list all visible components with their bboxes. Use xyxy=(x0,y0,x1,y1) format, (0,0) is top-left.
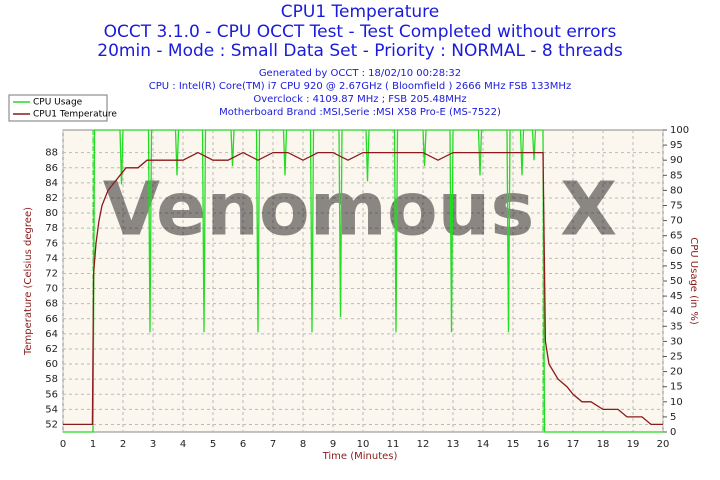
series-line xyxy=(63,129,663,433)
y2-tick-label: 10 xyxy=(670,397,683,408)
y2-tick-label: 75 xyxy=(670,201,683,212)
y2-tick-label: 90 xyxy=(670,155,683,166)
y-tick-label: 58 xyxy=(45,374,58,385)
y2-tick-label: 40 xyxy=(670,306,683,317)
y-tick-label: 76 xyxy=(45,238,58,249)
x-tick-label: 7 xyxy=(270,439,276,450)
x-tick-label: 10 xyxy=(357,439,370,450)
x-tick-label: 0 xyxy=(60,439,66,450)
y2-tick-label: 100 xyxy=(670,125,689,136)
info: Motherboard Brand :MSI,Serie :MSI X58 Pr… xyxy=(219,107,501,118)
y-tick-label: 62 xyxy=(45,344,58,355)
watermark: Venomous X xyxy=(103,167,617,253)
x-tick-label: 6 xyxy=(240,439,246,450)
x-tick-label: 3 xyxy=(150,439,156,450)
y2-tick-label: 20 xyxy=(670,367,683,378)
y-tick-label: 64 xyxy=(45,329,58,340)
y2-tick-label: 30 xyxy=(670,336,683,347)
y-tick-label: 52 xyxy=(45,419,58,430)
x-tick-label: 9 xyxy=(330,439,336,450)
y-tick-label: 84 xyxy=(45,178,58,189)
legend-box xyxy=(8,94,108,122)
x-tick-label: 13 xyxy=(447,439,460,450)
y2-axis-label: CPU Usage (in %) xyxy=(688,237,699,325)
chart-title: CPU1 Temperature xyxy=(281,2,439,22)
y2-tick-label: 60 xyxy=(670,246,683,257)
y-tick-label: 78 xyxy=(45,223,58,234)
info: Generated by OCCT : 18/02/10 00:28:32 xyxy=(259,68,461,79)
x-tick-label: 2 xyxy=(120,439,126,450)
x-tick-label: 20 xyxy=(657,439,670,450)
y2-tick-label: 5 xyxy=(670,412,676,423)
info: CPU : Intel(R) Core(TM) i7 CPU 920 @ 2.6… xyxy=(149,81,571,92)
y-tick-label: 72 xyxy=(45,268,58,279)
x-tick-label: 1 xyxy=(90,439,96,450)
y-axis-label: Temperature (Celsius degree) xyxy=(23,207,34,356)
y-tick-label: 82 xyxy=(45,193,58,204)
x-axis-label: Time (Minutes) xyxy=(322,451,398,462)
y2-tick-label: 80 xyxy=(670,185,683,196)
y-tick-label: 60 xyxy=(45,359,58,370)
subtitle: 20min - Mode : Small Data Set - Priority… xyxy=(97,41,623,61)
y2-tick-label: 50 xyxy=(670,276,683,287)
y-tick-label: 70 xyxy=(45,284,58,295)
x-tick-label: 14 xyxy=(477,439,490,450)
y2-tick-label: 15 xyxy=(670,382,683,393)
y2-tick-label: 95 xyxy=(670,140,683,151)
y-tick-label: 66 xyxy=(45,314,58,325)
y2-tick-label: 35 xyxy=(670,321,683,332)
y-tick-label: 56 xyxy=(45,389,58,400)
x-tick-label: 4 xyxy=(180,439,186,450)
y2-tick-label: 85 xyxy=(670,170,683,181)
y-tick-label: 68 xyxy=(45,299,58,310)
subtitle: OCCT 3.1.0 - CPU OCCT Test - Test Comple… xyxy=(104,22,617,42)
x-tick-label: 19 xyxy=(627,439,640,450)
x-tick-label: 5 xyxy=(210,439,216,450)
x-tick-label: 15 xyxy=(507,439,520,450)
y-tick-label: 88 xyxy=(45,148,58,159)
y2-tick-label: 0 xyxy=(670,427,676,438)
y-tick-label: 86 xyxy=(45,163,58,174)
y-tick-label: 74 xyxy=(45,253,58,264)
series-line xyxy=(63,151,663,426)
y2-tick-label: 45 xyxy=(670,291,683,302)
x-tick-label: 17 xyxy=(567,439,580,450)
y2-tick-label: 70 xyxy=(670,216,683,227)
legend: CPU Usage CPU1 Temperature xyxy=(8,94,117,122)
legend-label: CPU1 Temperature xyxy=(33,110,117,120)
y2-tick-label: 55 xyxy=(670,261,683,272)
info: Overclock : 4109.87 MHz ; FSB 205.48MHz xyxy=(253,94,466,105)
x-tick-label: 11 xyxy=(387,439,400,450)
x-tick-label: 18 xyxy=(597,439,610,450)
y-tick-label: 80 xyxy=(45,208,58,219)
y2-tick-label: 65 xyxy=(670,231,683,242)
x-tick-label: 12 xyxy=(417,439,430,450)
legend-label: CPU Usage xyxy=(33,98,83,108)
y-tick-label: 54 xyxy=(45,404,58,415)
x-tick-label: 16 xyxy=(537,439,550,450)
y2-tick-label: 25 xyxy=(670,352,683,363)
x-tick-label: 8 xyxy=(300,439,306,450)
